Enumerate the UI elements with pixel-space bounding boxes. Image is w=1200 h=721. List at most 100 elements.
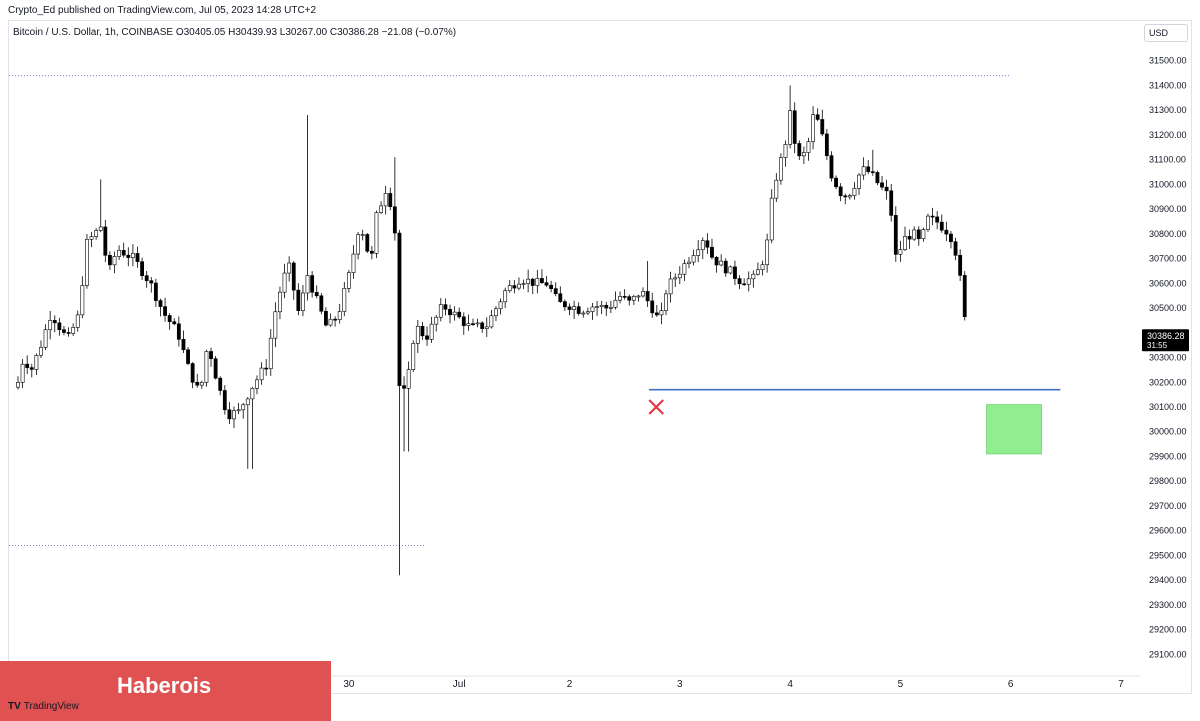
candle [645, 261, 650, 307]
candle [953, 237, 958, 261]
candle [29, 363, 34, 378]
annotation-layer [9, 75, 1061, 547]
bar-countdown: 31:55 [1147, 341, 1168, 350]
candle [847, 193, 852, 200]
candle-body [438, 304, 443, 318]
candle [429, 316, 434, 343]
candle [218, 376, 223, 396]
candle-body [135, 253, 140, 262]
candle-body [415, 325, 420, 344]
candle [806, 137, 811, 161]
candle [512, 280, 517, 294]
candle [834, 175, 838, 190]
y-tick-label: 29800.00 [1149, 476, 1187, 486]
candle [374, 210, 379, 259]
candle-body [898, 249, 903, 255]
candle-body [585, 311, 590, 314]
candle [149, 277, 154, 293]
candle [103, 219, 108, 263]
candle [880, 175, 884, 191]
brand-label: TradingView [23, 701, 79, 712]
candle-body [806, 141, 811, 153]
candle [746, 271, 751, 292]
watermark-name: Haberois [117, 673, 212, 698]
x-tick-label: 5 [898, 679, 904, 690]
candle [585, 307, 590, 316]
candle-body [420, 325, 425, 337]
candle-body [512, 285, 517, 289]
candle-body [760, 264, 765, 271]
y-tick-label: 30100.00 [1149, 402, 1187, 412]
candle-body [778, 157, 783, 181]
candle-body [677, 273, 682, 279]
candle [130, 244, 135, 267]
candle [379, 201, 383, 215]
y-tick-label: 30700.00 [1149, 254, 1187, 264]
candle-body [34, 355, 39, 370]
last-price-value: 30386.28 [1147, 331, 1185, 341]
candle-body [498, 301, 503, 310]
candle-body [618, 296, 622, 301]
candle-body [369, 250, 374, 254]
candle [893, 206, 898, 262]
candle-body [259, 367, 264, 381]
candle [641, 287, 645, 298]
y-tick-label: 30000.00 [1149, 427, 1187, 437]
candle-body [126, 254, 131, 258]
candle [34, 353, 39, 375]
candle-body [98, 226, 103, 231]
candle-body [930, 215, 935, 218]
candle [650, 292, 655, 318]
candle [475, 318, 480, 328]
candle-body [282, 272, 287, 293]
candle-body [406, 369, 411, 389]
candle-body [186, 349, 190, 364]
candle-body [255, 379, 259, 389]
candle-body [604, 304, 609, 309]
candle [484, 317, 489, 337]
candle [903, 226, 907, 252]
candle [792, 102, 797, 154]
candle [71, 323, 76, 336]
y-tick-label: 29300.00 [1149, 600, 1187, 610]
candle-body [374, 212, 379, 254]
candle [48, 310, 53, 340]
candle-body [774, 179, 779, 199]
candle [186, 347, 190, 366]
candle-body [190, 363, 195, 383]
candle-body [181, 339, 186, 351]
candle [66, 327, 71, 337]
candle [944, 221, 949, 242]
candle-body [489, 315, 494, 328]
candle-body [94, 230, 99, 237]
candle-body [517, 283, 521, 289]
candle-body [172, 321, 177, 325]
candle [402, 376, 406, 452]
candle-body [801, 152, 806, 157]
candle [291, 261, 296, 300]
candle [719, 254, 724, 267]
cross-marker-icon [648, 399, 665, 415]
candle [627, 294, 632, 306]
candle-body [291, 262, 296, 291]
candle [558, 286, 563, 304]
candle [43, 324, 48, 351]
currency-selector[interactable]: USD [1144, 24, 1188, 42]
x-tick-label: 30 [343, 679, 355, 690]
candle [572, 300, 577, 319]
candle-body [631, 296, 636, 301]
symbol-ohlc-legend[interactable]: Bitcoin / U.S. Dollar, 1h, COINBASE O304… [13, 27, 457, 38]
candle [618, 291, 622, 304]
candle [204, 349, 209, 387]
candle-body [962, 275, 967, 317]
candle [163, 297, 167, 322]
candle [549, 280, 554, 293]
candle-body [907, 236, 912, 240]
candle-body [682, 263, 687, 275]
y-tick-label: 29400.00 [1149, 575, 1187, 585]
candle [236, 403, 241, 415]
candle-body [103, 226, 108, 256]
candle-body [448, 308, 452, 316]
candle-body [567, 306, 572, 310]
